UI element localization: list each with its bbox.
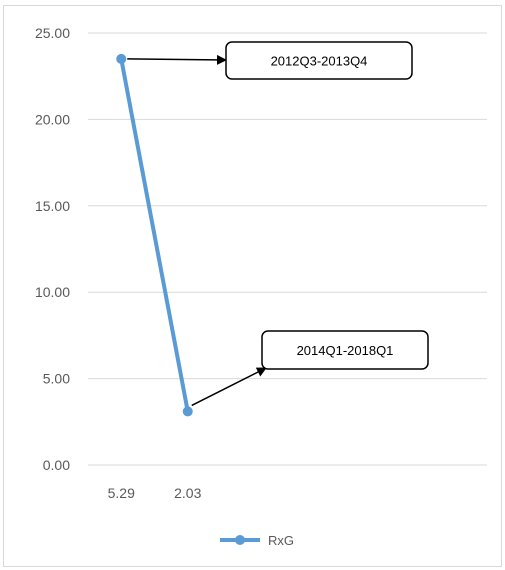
y-tick-label: 25.00 (35, 25, 70, 41)
annotation-arrow (191, 367, 267, 407)
legend: RxG (220, 533, 294, 548)
y-tick-label: 10.00 (35, 284, 70, 300)
legend-marker-swatch (235, 535, 245, 545)
legend-label-rxg: RxG (268, 533, 294, 548)
series-line (119, 58, 190, 412)
y-tick-label: 0.00 (43, 457, 70, 473)
y-tick-label: 15.00 (35, 198, 70, 214)
x-tick-label: 5.29 (108, 485, 135, 501)
y-axis-tick-labels: 0.00 5.00 10.00 15.00 20.00 25.00 (35, 25, 70, 473)
x-tick-label: 2.03 (174, 485, 201, 501)
annotation-box (225, 41, 413, 80)
series-rxg (116, 53, 193, 417)
annotation-label: 2012Q3-2013Q4 (271, 54, 368, 69)
data-point (182, 406, 193, 417)
x-axis-tick-labels: 5.29 2.03 (108, 485, 202, 501)
gridlines (88, 32, 487, 466)
annotation-label: 2014Q1-2018Q1 (297, 343, 394, 358)
y-tick-label: 20.00 (35, 111, 70, 127)
y-tick-label: 5.00 (43, 371, 70, 387)
annotations: 2012Q3-2013Q4 2014Q1-2018Q1 (127, 41, 429, 407)
chart-frame (3, 5, 502, 567)
data-point (116, 53, 127, 64)
annotation-box (261, 330, 429, 370)
annotation-arrow (127, 54, 227, 65)
